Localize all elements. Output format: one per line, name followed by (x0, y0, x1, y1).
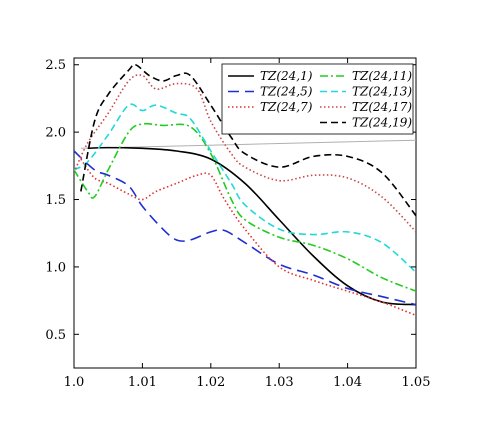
x-tick-label: 1.02 (196, 375, 225, 390)
legend-label: TZ(24,11) (352, 69, 412, 83)
x-tick-label: 1.01 (128, 375, 157, 390)
legend-label: TZ(24,5) (260, 85, 313, 99)
y-tick-label: 2.0 (45, 126, 66, 141)
legend-label: TZ(24,17) (352, 100, 412, 114)
series-layer (74, 63, 416, 317)
legend-label: TZ(24,13) (352, 85, 412, 99)
series-line-4 (74, 103, 416, 273)
y-tick-label: 2.5 (45, 58, 66, 73)
series-line-1 (74, 150, 416, 306)
y-tick-label: 0.5 (45, 328, 66, 343)
series-line-3 (74, 122, 416, 292)
x-tick-label: 1.04 (333, 375, 362, 390)
y-tick-label: 1.0 (45, 260, 66, 275)
reference-line-layer (80, 139, 416, 149)
reference-line (80, 139, 416, 149)
series-line-6 (80, 63, 416, 217)
legend-label: TZ(24,7) (260, 100, 313, 114)
series-line-2 (80, 158, 416, 317)
legend: TZ(24,1) TZ(24,5)TZ(24,7) TZ(24,11) TZ(24,1… (221, 63, 414, 135)
legend-label: TZ(24,1) (260, 69, 313, 83)
x-tick-label: 1.0 (64, 375, 85, 390)
x-tick-label: 1.05 (402, 375, 431, 390)
legend-label: TZ(24,19) (352, 116, 412, 130)
x-tick-label: 1.03 (265, 375, 294, 390)
axes-layer: 1.0 1.01 1.02 1.03 1.04 1.05 0.5 1.0 1.5 2.0 2.5 (45, 58, 430, 390)
plot-frame (73, 57, 417, 369)
series-line-5 (74, 74, 416, 233)
series-line-0 (87, 146, 416, 306)
y-tick-label: 1.5 (45, 193, 66, 208)
